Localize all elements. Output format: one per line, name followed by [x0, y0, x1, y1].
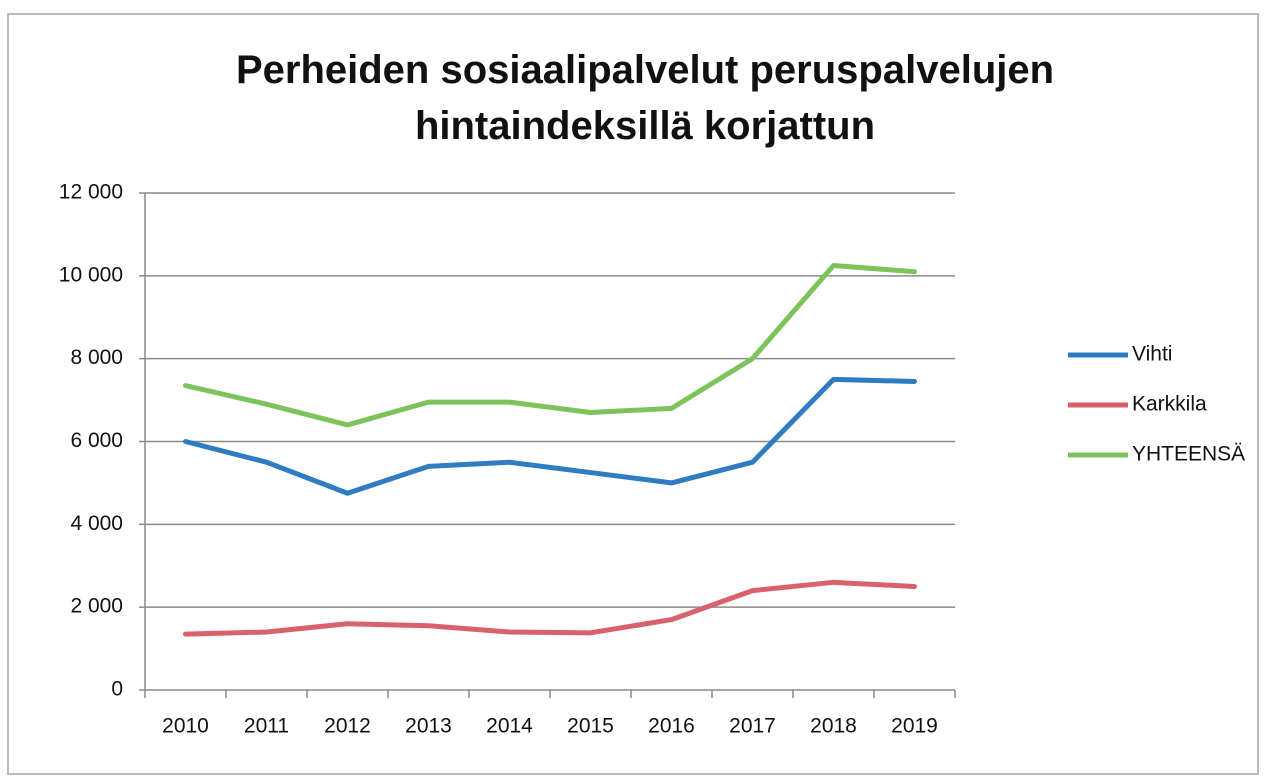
line-series: [183, 376, 917, 496]
x-tick-label: 2015: [567, 715, 614, 738]
chart-title: Perheiden sosiaalipalvelut peruspalveluj…: [236, 48, 1054, 148]
y-tick-label: 12 000: [59, 181, 123, 204]
line-series: [183, 579, 917, 637]
x-tick-label: 2012: [324, 715, 371, 738]
x-tick-label: 2017: [729, 715, 776, 738]
x-tick-label: 2014: [486, 715, 533, 738]
x-tick-label: 2011: [244, 715, 289, 738]
y-tick-label: 8 000: [70, 346, 123, 369]
y-tick-label: 2 000: [70, 595, 123, 618]
legend-label: Vihti: [1132, 343, 1172, 366]
x-tick-label: 2019: [891, 715, 938, 738]
legend-label: Karkkila: [1132, 393, 1207, 416]
x-tick-label: 2010: [162, 715, 209, 738]
line-series: [183, 262, 917, 428]
x-tick-label: 2018: [810, 715, 857, 738]
y-tick-label: 4 000: [70, 512, 123, 535]
y-tick-label: 10 000: [59, 263, 123, 286]
x-tick-label: 2013: [405, 715, 452, 738]
x-tick-label: 2016: [648, 715, 695, 738]
legend-label: YHTEENSÄ: [1132, 443, 1245, 466]
y-tick-label: 0: [111, 678, 123, 701]
y-tick-label: 6 000: [70, 429, 123, 452]
